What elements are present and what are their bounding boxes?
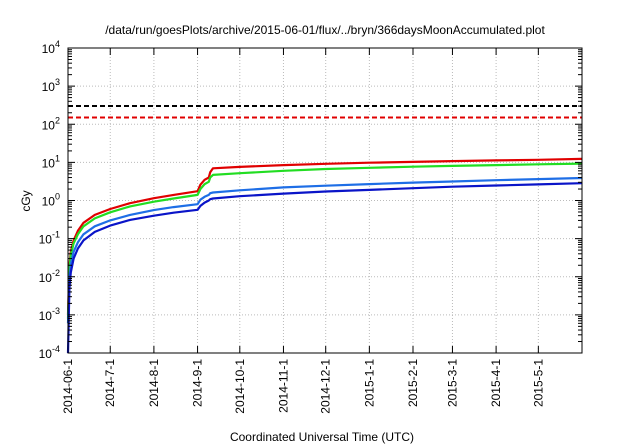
threshold-lines [68,105,582,119]
y-tick-exponent: -4 [52,344,60,354]
y-tick-exponent: 4 [55,39,60,49]
chart-title: /data/run/goesPlots/archive/2015-06-01/f… [105,23,545,37]
y-tick-base: 10 [42,118,56,132]
y-tick-base: 10 [42,195,56,209]
series-group [66,157,583,354]
y-tick-label: 100 [42,192,60,209]
x-tick-label: 2015-2-1 [406,359,420,407]
y-tick-base: 10 [42,156,56,170]
y-tick-label: 10-1 [39,230,60,247]
x-tick-label: 2015-5-1 [531,359,545,407]
x-tick-label: 2014-11-1 [276,359,290,413]
y-tick-exponent: 2 [55,115,60,125]
y-tick-exponent: 0 [55,192,60,202]
y-tick-label: 101 [42,153,60,170]
y-tick-base: 10 [39,347,53,361]
x-tick-label: 2014-8-1 [147,359,161,407]
y-tick-label: 102 [42,115,60,132]
x-tick-label: 2014-9-1 [191,359,205,407]
series-line [66,157,583,315]
y-tick-label: 10-3 [39,306,60,323]
x-axis-ticks: 2014-06-1 2014-7-1 2014-8-1 2014-9-1 2014-10… [61,48,545,414]
series-line [66,176,583,324]
y-tick-exponent: 3 [55,77,60,87]
y-tick-exponent: 1 [55,153,60,163]
x-tick-label: 2014-12-1 [319,359,333,414]
x-tick-label: 2014-7-1 [103,359,117,407]
y-tick-base: 10 [39,271,53,285]
y-tick-label: 103 [42,77,60,94]
y-tick-base: 10 [42,80,56,94]
x-tick-label: 2014-06-1 [61,359,75,414]
y-tick-exponent: -1 [52,230,60,240]
y-tick-base: 10 [39,309,53,323]
y-tick-base: 10 [39,233,53,247]
x-tick-label: 2015-4-1 [489,359,503,407]
x-tick-label: 2015-1-1 [362,359,376,407]
y-tick-exponent: -3 [52,306,60,316]
y-tick-base: 10 [42,42,56,56]
series-line [66,182,583,354]
y-tick-exponent: -2 [52,268,60,278]
y-tick-label: 104 [42,39,60,56]
y-tick-label: 10-2 [39,268,60,285]
series-line [66,162,583,319]
x-tick-label: 2015-3-1 [445,359,459,407]
x-axis-label: Coordinated Universal Time (UTC) [230,430,414,444]
y-tick-label: 10-4 [39,344,60,361]
y-axis-label: cGy [19,190,33,211]
x-tick-label: 2014-10-1 [233,359,247,414]
